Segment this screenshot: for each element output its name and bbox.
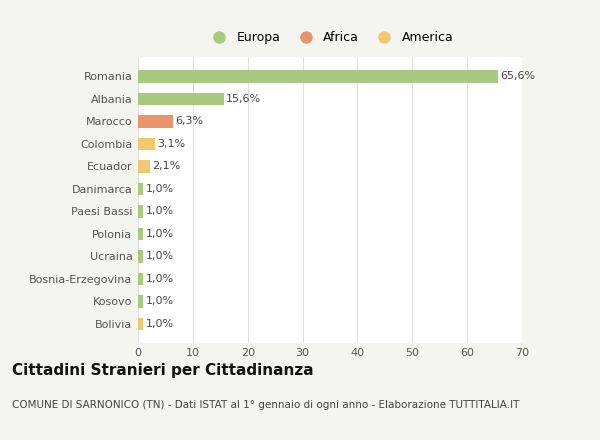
- Text: 6,3%: 6,3%: [175, 117, 203, 126]
- Text: 2,1%: 2,1%: [152, 161, 180, 172]
- Bar: [138, 250, 143, 263]
- Text: 15,6%: 15,6%: [226, 94, 261, 104]
- Text: 1,0%: 1,0%: [146, 319, 174, 329]
- Bar: [138, 205, 143, 218]
- Text: 1,0%: 1,0%: [146, 206, 174, 216]
- Bar: [138, 295, 143, 308]
- Text: 1,0%: 1,0%: [146, 297, 174, 307]
- Bar: [138, 93, 224, 105]
- Bar: [138, 70, 498, 83]
- Text: 1,0%: 1,0%: [146, 229, 174, 239]
- Bar: [138, 138, 155, 150]
- Legend: Europa, Africa, America: Europa, Africa, America: [202, 26, 458, 49]
- Bar: [138, 115, 173, 128]
- Bar: [138, 183, 143, 195]
- Bar: [138, 273, 143, 285]
- Text: 3,1%: 3,1%: [157, 139, 185, 149]
- Text: 65,6%: 65,6%: [500, 71, 535, 81]
- Text: 1,0%: 1,0%: [146, 252, 174, 261]
- Text: 1,0%: 1,0%: [146, 274, 174, 284]
- Text: Cittadini Stranieri per Cittadinanza: Cittadini Stranieri per Cittadinanza: [12, 363, 314, 378]
- Text: 1,0%: 1,0%: [146, 184, 174, 194]
- Bar: [138, 228, 143, 240]
- Bar: [138, 160, 149, 172]
- Text: COMUNE DI SARNONICO (TN) - Dati ISTAT al 1° gennaio di ogni anno - Elaborazione : COMUNE DI SARNONICO (TN) - Dati ISTAT al…: [12, 400, 520, 411]
- Bar: [138, 318, 143, 330]
